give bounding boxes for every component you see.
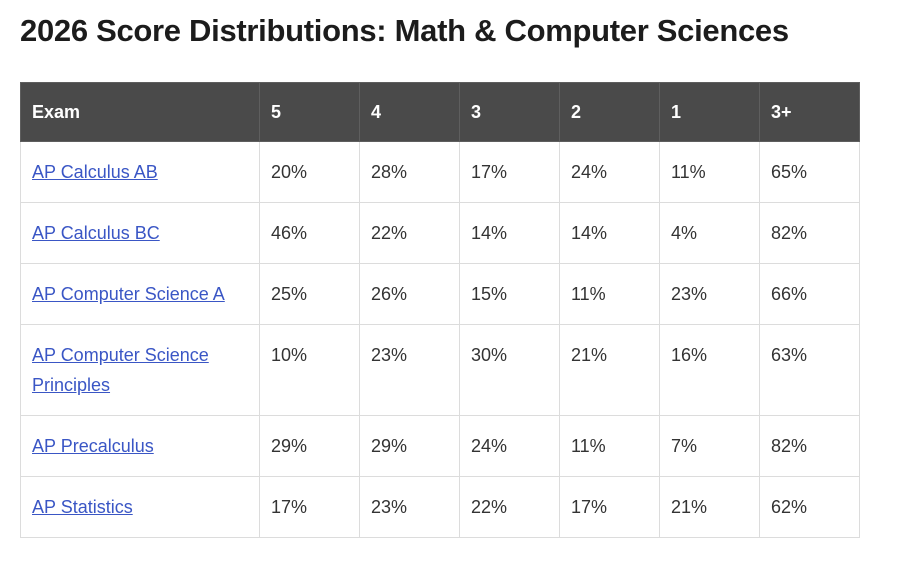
exam-cell: AP Computer Science A xyxy=(20,263,260,325)
exam-cell: AP Calculus BC xyxy=(20,202,260,264)
percent-cell: 82% xyxy=(759,202,860,264)
exam-link[interactable]: AP Calculus BC xyxy=(32,223,160,243)
percent-cell: 20% xyxy=(259,141,360,203)
column-header: 2 xyxy=(559,82,660,142)
page-title: 2026 Score Distributions: Math & Compute… xyxy=(20,13,789,48)
table-row: AP Statistics 17% 23% 22% 17% 21% 62% xyxy=(20,476,860,538)
percent-cell: 23% xyxy=(359,476,460,538)
percent-cell: 63% xyxy=(759,324,860,416)
percent-cell: 21% xyxy=(659,476,760,538)
exam-link[interactable]: AP Computer Science A xyxy=(32,284,225,304)
percent-cell: 24% xyxy=(459,415,560,477)
percent-cell: 11% xyxy=(559,263,660,325)
percent-cell: 23% xyxy=(359,324,460,416)
percent-cell: 26% xyxy=(359,263,460,325)
percent-cell: 17% xyxy=(459,141,560,203)
table-body: AP Calculus AB 20% 28% 17% 24% 11% 65% AP Calcu… xyxy=(20,141,860,538)
percent-cell: 14% xyxy=(459,202,560,264)
percent-cell: 30% xyxy=(459,324,560,416)
percent-cell: 16% xyxy=(659,324,760,416)
percent-cell: 11% xyxy=(559,415,660,477)
percent-cell: 17% xyxy=(559,476,660,538)
exam-cell: AP Precalculus xyxy=(20,415,260,477)
percent-cell: 29% xyxy=(359,415,460,477)
exam-cell: AP Calculus AB xyxy=(20,141,260,203)
score-table: Exam 5 4 3 2 1 3+ AP Calculus AB 20% 28% 17% 24% 11… xyxy=(20,82,860,538)
percent-cell: 82% xyxy=(759,415,860,477)
column-header: 3 xyxy=(459,82,560,142)
percent-cell: 29% xyxy=(259,415,360,477)
percent-cell: 25% xyxy=(259,263,360,325)
percent-cell: 14% xyxy=(559,202,660,264)
exam-cell: AP Computer Science Principles xyxy=(20,324,260,416)
percent-cell: 22% xyxy=(459,476,560,538)
percent-cell: 65% xyxy=(759,141,860,203)
table-row: AP Calculus AB 20% 28% 17% 24% 11% 65% xyxy=(20,141,860,203)
percent-cell: 10% xyxy=(259,324,360,416)
table-row: AP Calculus BC 46% 22% 14% 14% 4% 82% xyxy=(20,202,860,264)
percent-cell: 15% xyxy=(459,263,560,325)
percent-cell: 46% xyxy=(259,202,360,264)
exam-link[interactable]: AP Statistics xyxy=(32,497,133,517)
percent-cell: 23% xyxy=(659,263,760,325)
header-row: Exam 5 4 3 2 1 3+ xyxy=(20,82,860,142)
percent-cell: 66% xyxy=(759,263,860,325)
column-header: 5 xyxy=(259,82,360,142)
percent-cell: 22% xyxy=(359,202,460,264)
table-row: AP Precalculus 29% 29% 24% 11% 7% 82% xyxy=(20,415,860,477)
column-header: Exam xyxy=(20,82,260,142)
column-header: 1 xyxy=(659,82,760,142)
percent-cell: 17% xyxy=(259,476,360,538)
table-row: AP Computer Science Principles 10% 23% 30% 2… xyxy=(20,324,860,416)
exam-link[interactable]: AP Computer Science Principles xyxy=(32,345,209,395)
column-header: 4 xyxy=(359,82,460,142)
percent-cell: 7% xyxy=(659,415,760,477)
percent-cell: 21% xyxy=(559,324,660,416)
table-row: AP Computer Science A 25% 26% 15% 11% 23% 66% xyxy=(20,263,860,325)
percent-cell: 4% xyxy=(659,202,760,264)
exam-link[interactable]: AP Precalculus xyxy=(32,436,154,456)
percent-cell: 28% xyxy=(359,141,460,203)
column-header: 3+ xyxy=(759,82,860,142)
percent-cell: 11% xyxy=(659,141,760,203)
percent-cell: 24% xyxy=(559,141,660,203)
exam-link[interactable]: AP Calculus AB xyxy=(32,162,158,182)
percent-cell: 62% xyxy=(759,476,860,538)
exam-cell: AP Statistics xyxy=(20,476,260,538)
